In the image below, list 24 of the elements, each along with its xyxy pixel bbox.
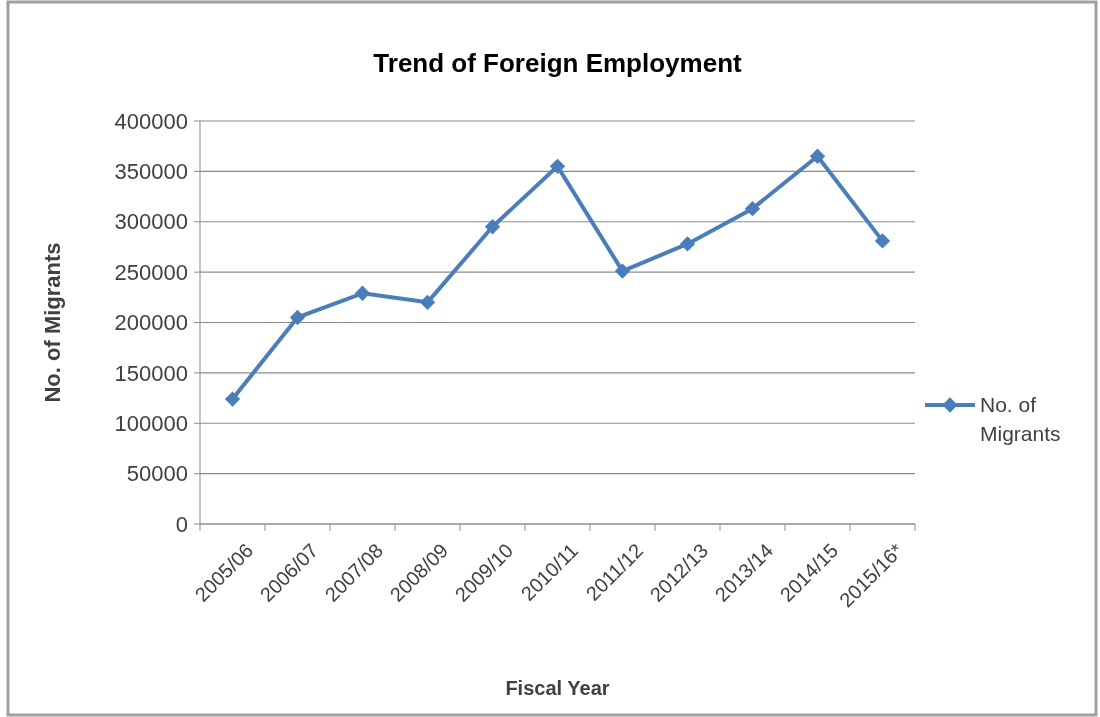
y-tick-label: 400000 [114,108,188,134]
point [809,148,826,164]
y-tick-label: 50000 [126,461,188,487]
point [354,285,371,301]
y-tick-label: 350000 [114,159,188,185]
y-axis-title: No. of Migrants [40,242,65,403]
point [744,200,761,217]
point [614,263,631,279]
point [224,391,241,407]
point [679,236,696,252]
y-tick-label: 0 [175,511,188,537]
point [289,309,306,326]
point [549,158,566,175]
y-tick-label: 200000 [114,310,188,336]
x-axis-title: Fiscal Year [505,677,610,699]
point [484,219,501,235]
y-tick-label: 100000 [114,410,188,436]
point [419,294,436,311]
y-tick-label: 300000 [114,209,188,235]
y-tick-label: 250000 [114,259,188,285]
chart-title: Trend of Foreign Employment [373,48,743,78]
legend-label: No. of Migrants [980,393,1061,445]
y-tick-label: 150000 [114,360,188,386]
point [874,233,891,249]
